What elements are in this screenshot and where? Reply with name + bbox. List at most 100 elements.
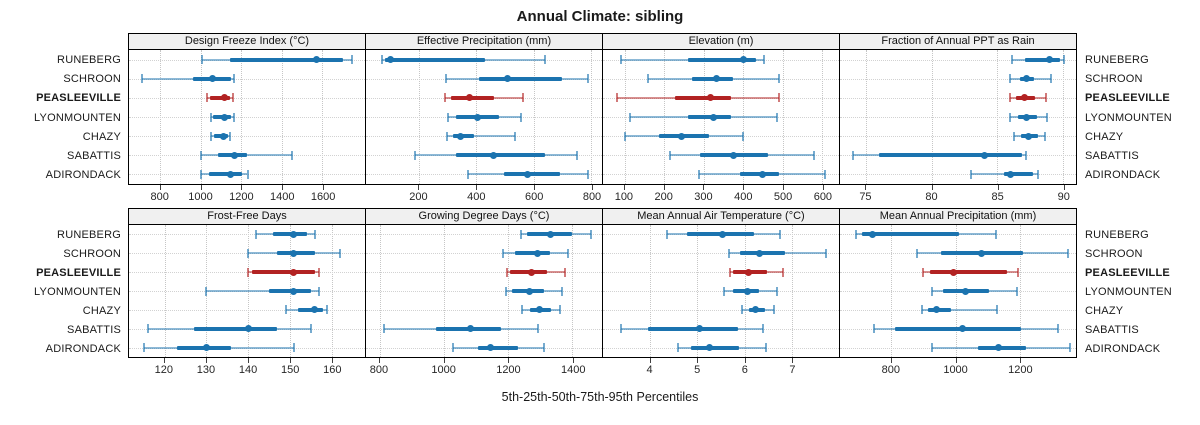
- axis-tick-label: 1200: [496, 364, 521, 376]
- whisker-cap: [231, 93, 234, 103]
- percentile-range-5-95: [446, 135, 516, 138]
- axis-tick-label: 800: [881, 364, 900, 376]
- axis-tick: [508, 358, 510, 363]
- whisker-cap: [205, 286, 208, 296]
- gridline-horizontal: [129, 272, 365, 274]
- percentile-box-25-75: [691, 76, 734, 81]
- percentile-box-25-75: [268, 289, 311, 293]
- median-dot: [678, 132, 686, 140]
- whisker-cap: [501, 248, 504, 258]
- whisker-cap: [537, 324, 540, 334]
- category-label: SCHROON: [63, 72, 121, 85]
- whisker-cap: [970, 169, 973, 179]
- axis-tick-label: 7: [789, 364, 796, 376]
- whisker-cap: [514, 131, 517, 141]
- axis-tick: [200, 185, 202, 190]
- x-axis: 800 1000 1200 1400 1600: [128, 185, 366, 206]
- axis-tick: [592, 185, 593, 190]
- median-dot: [535, 306, 543, 314]
- axis-tick: [663, 185, 665, 190]
- whisker-cap: [629, 112, 632, 122]
- axis-tick: [697, 358, 699, 363]
- whisker-cap: [764, 343, 767, 353]
- category-label: SABATTIS: [67, 150, 121, 163]
- percentile-box-25-75: [862, 232, 959, 237]
- median-dot: [533, 249, 541, 257]
- gridline-horizontal: [603, 272, 839, 274]
- whisker-cap: [292, 343, 295, 353]
- median-dot: [487, 344, 495, 352]
- whisker-cap: [380, 55, 383, 65]
- median-dot: [696, 325, 704, 333]
- axis-tick: [1020, 358, 1022, 363]
- whisker-cap: [676, 343, 679, 353]
- axis-tick-label: 160: [323, 364, 342, 376]
- median-dot: [467, 325, 475, 333]
- category-label: RUNEBERG: [1085, 228, 1149, 241]
- x-axis: 4 5 6 7: [602, 358, 840, 379]
- panel-plot: [602, 50, 840, 185]
- whisker-cap: [520, 305, 523, 315]
- percentile-box-25-75: [193, 326, 278, 331]
- panel-row-top: RUNEBERG SCHROON PEASLEEVILLE LYONMOUNTEN CH…: [0, 33, 1200, 206]
- median-dot: [473, 113, 481, 121]
- whisker-cap: [777, 74, 780, 84]
- whisker-cap: [590, 229, 593, 239]
- whisker-cap: [587, 74, 590, 84]
- whisker-cap: [309, 324, 312, 334]
- median-dot: [950, 268, 958, 276]
- median-dot: [290, 230, 298, 238]
- median-dot: [730, 151, 738, 159]
- percentile-box-25-75: [929, 270, 1007, 275]
- axis-tick: [332, 358, 334, 363]
- panel-header: Mean Annual Air Temperature (°C): [602, 208, 840, 225]
- panel-growing-degree-days-c: Growing Degree Days (°C) 800 1000 1200 1400: [365, 208, 603, 379]
- panel-plot: [128, 50, 366, 185]
- median-dot: [755, 249, 763, 257]
- whisker-cap: [199, 169, 202, 179]
- axis-tick: [476, 185, 478, 190]
- axis-tick: [865, 185, 867, 190]
- panel-plot: [602, 225, 840, 358]
- axis-tick: [241, 185, 243, 190]
- axis-tick-label: 1200: [229, 191, 254, 203]
- percentile-box-25-75: [456, 153, 546, 158]
- median-dot: [290, 268, 298, 276]
- category-label: SCHROON: [1085, 247, 1143, 260]
- axis-tick-label: 130: [196, 364, 216, 376]
- whisker-cap: [506, 267, 509, 277]
- axis-tick: [443, 358, 445, 363]
- category-label: PEASLEEVILLE: [1085, 92, 1170, 105]
- median-dot: [547, 230, 555, 238]
- whisker-cap: [930, 343, 933, 353]
- panel-design-freeze-index-c: Design Freeze Index (°C) 800 1000 1200 1400 1…: [128, 33, 366, 206]
- percentile-box-25-75: [252, 270, 315, 275]
- whisker-cap: [566, 248, 569, 258]
- median-dot: [219, 132, 227, 140]
- gridline-horizontal: [840, 136, 1076, 138]
- axis-tick: [248, 358, 250, 363]
- panel-header: Frost-Free Days: [128, 208, 366, 225]
- median-dot: [231, 151, 239, 159]
- whisker-cap: [741, 305, 744, 315]
- median-dot: [227, 170, 235, 178]
- gridline-horizontal: [840, 59, 1076, 61]
- percentile-box-25-75: [691, 345, 739, 350]
- whisker-cap: [246, 169, 249, 179]
- percentile-box-25-75: [1024, 57, 1061, 62]
- median-dot: [490, 151, 498, 159]
- axis-tick: [955, 358, 957, 363]
- panel-header: Mean Annual Precipitation (mm): [839, 208, 1077, 225]
- category-label: RUNEBERG: [1085, 53, 1149, 66]
- median-dot: [977, 249, 985, 257]
- category-label: CHAZY: [82, 130, 121, 143]
- category-label: SABATTIS: [67, 323, 121, 336]
- whisker-cap: [443, 93, 446, 103]
- panel-plot: [365, 50, 603, 185]
- median-dot: [995, 344, 1003, 352]
- median-dot: [528, 268, 536, 276]
- whisker-cap: [824, 169, 827, 179]
- panel-plot: [128, 225, 366, 358]
- whisker-cap: [1036, 169, 1039, 179]
